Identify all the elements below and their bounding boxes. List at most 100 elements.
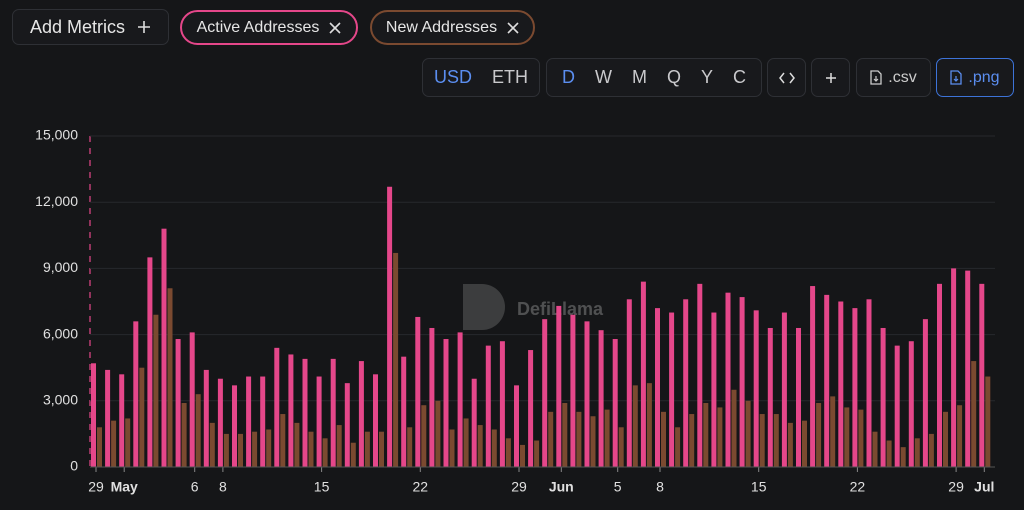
bar bbox=[238, 433, 243, 467]
bar bbox=[886, 440, 892, 467]
csv-button[interactable]: .csv bbox=[856, 58, 931, 97]
period-option[interactable]: Y bbox=[701, 67, 714, 87]
period-option[interactable]: M bbox=[631, 67, 647, 87]
bar bbox=[415, 316, 421, 467]
bar bbox=[344, 383, 350, 467]
bar bbox=[852, 308, 858, 467]
bar bbox=[767, 327, 773, 467]
file-icon bbox=[870, 70, 882, 85]
bar bbox=[175, 339, 181, 467]
bar bbox=[604, 409, 610, 467]
bar bbox=[217, 378, 223, 467]
add-button[interactable] bbox=[811, 58, 850, 97]
bar bbox=[640, 281, 646, 467]
png-label: .png bbox=[968, 68, 1000, 86]
bar bbox=[646, 383, 652, 467]
bar bbox=[139, 367, 145, 467]
code-icon bbox=[778, 72, 795, 83]
bar bbox=[562, 403, 568, 467]
add-metrics-label: Add Metrics bbox=[29, 16, 126, 37]
bar bbox=[336, 425, 342, 467]
bar bbox=[802, 420, 807, 467]
plus-icon bbox=[825, 72, 836, 83]
bar bbox=[858, 409, 864, 467]
bar bbox=[590, 416, 596, 467]
metric-chip[interactable]: Active Addresses bbox=[180, 10, 358, 45]
bar bbox=[570, 314, 576, 467]
plus-icon bbox=[138, 21, 151, 33]
bar bbox=[266, 429, 272, 467]
bar bbox=[350, 442, 356, 467]
bar bbox=[894, 345, 900, 467]
bar bbox=[838, 301, 844, 467]
bar bbox=[576, 411, 582, 467]
bar bbox=[316, 376, 322, 467]
bar bbox=[697, 283, 703, 467]
bar bbox=[985, 376, 991, 467]
y-tick-label: 3,000 bbox=[43, 392, 78, 408]
bar bbox=[449, 429, 455, 467]
bar bbox=[288, 354, 294, 467]
bar bbox=[598, 330, 604, 467]
metric-chip[interactable]: New Addresses bbox=[370, 10, 535, 45]
x-tick-label: 22 bbox=[413, 479, 429, 495]
y-tick-label: 6,000 bbox=[43, 325, 78, 341]
bar bbox=[661, 411, 666, 467]
bar bbox=[505, 438, 511, 467]
bar bbox=[703, 403, 709, 467]
bar bbox=[669, 312, 675, 467]
bar bbox=[816, 403, 822, 467]
bar bbox=[908, 341, 914, 467]
close-icon[interactable] bbox=[329, 21, 341, 34]
x-tick-label: 29 bbox=[88, 479, 104, 495]
bar bbox=[443, 339, 449, 467]
period-option[interactable]: W bbox=[594, 67, 612, 87]
watermark-logo bbox=[463, 284, 505, 330]
embed-button[interactable] bbox=[767, 58, 806, 97]
period-option[interactable]: D bbox=[561, 67, 575, 87]
bar bbox=[133, 321, 139, 467]
period-option[interactable]: Q bbox=[666, 67, 681, 87]
bar bbox=[675, 427, 681, 467]
bar bbox=[951, 268, 957, 467]
bar bbox=[683, 299, 689, 467]
bar bbox=[632, 385, 638, 467]
bar bbox=[429, 327, 435, 467]
close-icon[interactable] bbox=[507, 21, 519, 34]
x-tick-label: Jun bbox=[549, 479, 574, 495]
bar bbox=[189, 332, 195, 467]
png-button[interactable]: .png bbox=[936, 58, 1014, 97]
bar bbox=[358, 361, 364, 467]
chip-label: Active Addresses bbox=[196, 18, 320, 36]
bar bbox=[97, 427, 102, 467]
bar bbox=[830, 396, 836, 467]
bar bbox=[232, 385, 237, 467]
bar bbox=[195, 394, 201, 467]
currency-option[interactable]: USD bbox=[433, 67, 472, 87]
period-option[interactable]: C bbox=[733, 67, 747, 87]
y-tick-label: 9,000 bbox=[43, 259, 78, 275]
bar bbox=[457, 332, 463, 467]
bar bbox=[274, 347, 280, 467]
bar bbox=[91, 363, 96, 467]
bar bbox=[364, 431, 370, 467]
bar bbox=[407, 427, 413, 467]
bar bbox=[781, 312, 787, 467]
bar bbox=[499, 341, 505, 467]
bar bbox=[866, 299, 872, 467]
bar bbox=[161, 228, 167, 467]
bar bbox=[534, 440, 540, 467]
bar bbox=[153, 314, 159, 467]
bar bbox=[119, 374, 125, 467]
x-tick-label: 15 bbox=[314, 479, 330, 495]
bar bbox=[548, 411, 554, 467]
bar bbox=[485, 345, 491, 467]
currency-option[interactable]: ETH bbox=[492, 67, 528, 87]
bar bbox=[463, 418, 469, 467]
bar bbox=[584, 321, 590, 467]
bar bbox=[514, 385, 519, 467]
bar bbox=[491, 429, 497, 467]
add-metrics-button[interactable]: Add Metrics bbox=[12, 9, 169, 45]
bar bbox=[280, 414, 286, 467]
